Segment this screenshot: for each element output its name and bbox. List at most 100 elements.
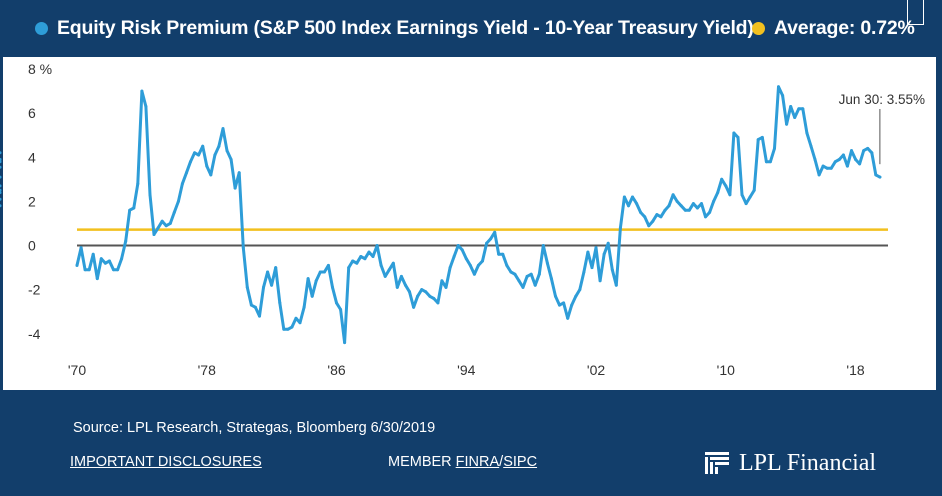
data-point — [124, 239, 128, 243]
right-frame-border — [936, 57, 942, 390]
important-disclosures-link[interactable]: IMPORTANT DISCLOSURES — [70, 454, 262, 470]
data-point — [614, 283, 618, 287]
data-point — [493, 230, 497, 234]
data-point — [501, 252, 505, 256]
data-point — [399, 274, 403, 278]
data-point — [671, 193, 675, 197]
data-point — [0, 204, 2, 208]
data-point — [655, 213, 659, 217]
data-point — [748, 195, 752, 199]
data-point — [476, 263, 480, 267]
data-point — [282, 327, 286, 331]
sipc-link[interactable]: SIPC — [503, 454, 538, 470]
data-point — [99, 257, 103, 261]
data-point — [176, 199, 180, 203]
data-point — [663, 208, 667, 212]
data-point — [813, 158, 817, 161]
data-point — [144, 105, 148, 108]
data-point — [740, 193, 744, 197]
data-point — [112, 268, 115, 272]
data-point — [132, 206, 136, 210]
data-point — [379, 263, 383, 267]
data-point — [700, 202, 703, 206]
data-point — [489, 237, 493, 241]
data-point — [866, 146, 870, 150]
data-point — [448, 266, 452, 270]
data-point — [318, 270, 322, 274]
data-point — [675, 199, 679, 203]
data-point — [286, 327, 290, 331]
data-point — [712, 199, 716, 203]
chart-plot-area: 8 % 6 4 2 0 -2 -4 '70 '78 '86 '94 '02 '10 '18 Jun 30… — [0, 57, 942, 390]
data-point — [558, 303, 561, 307]
data-point — [395, 285, 399, 289]
data-point — [760, 135, 764, 139]
chart-header: Equity Risk Premium (S&P 500 Index Earni… — [0, 0, 942, 57]
data-point — [627, 204, 630, 208]
data-point — [521, 285, 525, 289]
data-point — [91, 252, 95, 256]
data-point — [0, 175, 2, 179]
data-point — [821, 164, 825, 168]
data-point — [266, 270, 270, 274]
data-point — [160, 219, 164, 223]
data-point — [387, 268, 391, 272]
data-point — [679, 204, 683, 208]
series-points — [0, 85, 882, 345]
data-point — [708, 210, 712, 214]
data-point — [217, 144, 221, 148]
data-point — [777, 85, 780, 89]
latest-value-annotation: Jun 30: 3.55% — [839, 92, 925, 107]
corner-tab-icon[interactable] — [907, 0, 924, 25]
data-point — [322, 270, 326, 274]
data-point — [355, 261, 359, 265]
data-point — [610, 268, 614, 272]
finra-link[interactable]: FINRA — [455, 454, 500, 470]
x-tick-label: '10 — [717, 362, 735, 378]
data-point — [566, 316, 570, 320]
equity-risk-premium-line — [75, 85, 882, 345]
y-tick-label: 8 % — [28, 61, 52, 77]
data-point — [172, 210, 176, 214]
data-point — [424, 290, 428, 294]
data-point — [444, 285, 448, 289]
data-point — [525, 274, 529, 278]
data-point — [120, 257, 124, 261]
data-point — [371, 255, 375, 258]
series-legend-swatch — [35, 22, 48, 35]
data-point — [294, 316, 298, 320]
data-point — [310, 294, 314, 298]
data-point — [764, 160, 768, 164]
data-point — [586, 250, 590, 254]
data-point — [116, 268, 120, 272]
data-point — [809, 144, 813, 148]
data-point — [363, 257, 367, 261]
data-point — [594, 246, 598, 250]
lpl-financial-logo[interactable]: LPL Financial — [705, 448, 876, 478]
data-point — [452, 255, 456, 258]
data-point — [716, 191, 720, 195]
data-point — [391, 261, 395, 265]
data-point — [554, 294, 557, 298]
data-point — [582, 270, 586, 274]
data-point — [768, 160, 772, 164]
data-point — [781, 94, 785, 97]
data-point — [533, 283, 537, 287]
data-point — [643, 215, 647, 219]
data-point — [667, 204, 671, 208]
data-point — [785, 122, 789, 126]
data-point — [0, 165, 2, 169]
average-legend-label: Average: 0.72% — [774, 17, 915, 39]
data-point — [720, 177, 724, 181]
data-point — [335, 301, 338, 305]
data-point — [420, 288, 424, 292]
data-point — [590, 266, 594, 270]
data-point — [185, 171, 188, 175]
data-point — [691, 202, 695, 206]
data-point — [456, 244, 460, 247]
data-point — [0, 184, 2, 188]
data-point — [570, 303, 574, 307]
data-point — [298, 321, 302, 325]
data-point — [829, 166, 833, 170]
data-point — [229, 158, 233, 161]
